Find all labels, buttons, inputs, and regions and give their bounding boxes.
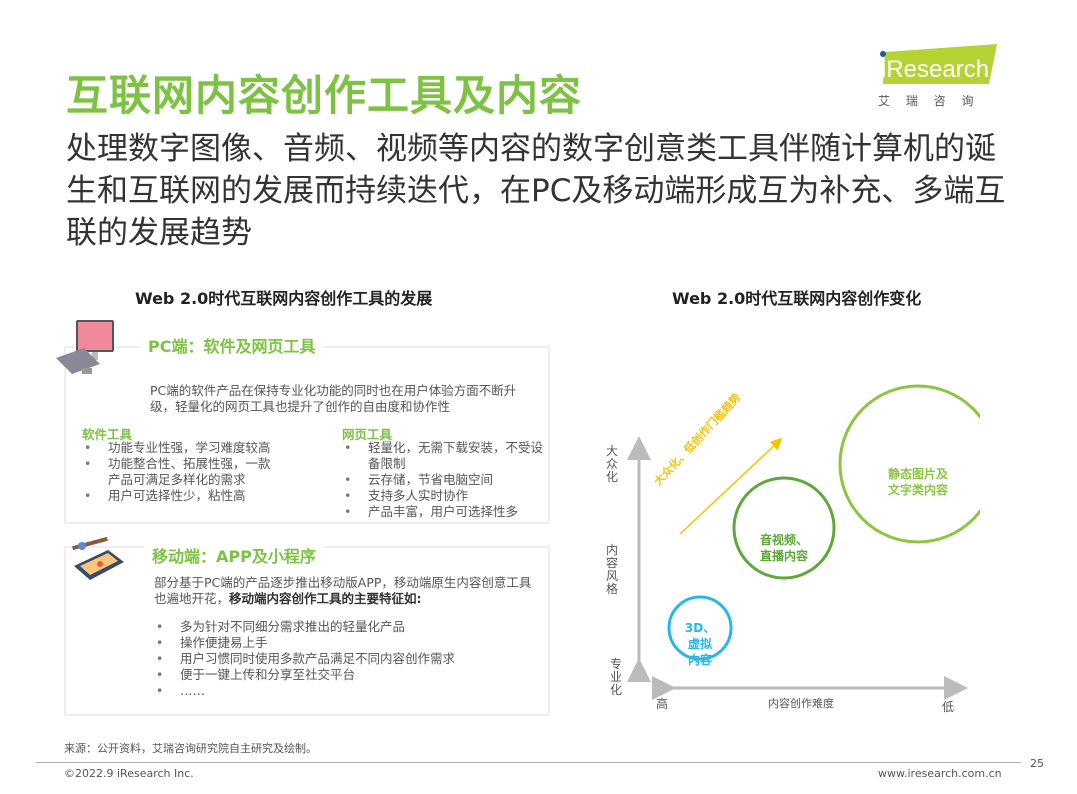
iresearch-logo: iResearch — [877, 44, 997, 84]
list-item: 轻量化，无需下载安装，不受设备限制 — [342, 440, 547, 472]
page-title: 互联网内容创作工具及内容 — [66, 71, 583, 120]
list-item: 产品丰富，用户可选择性多 — [342, 504, 547, 520]
list-item: …… — [154, 683, 539, 699]
bubble-static — [838, 384, 980, 544]
mobile-list: 多为针对不同细分需求推出的轻量化产品 操作便捷易上手 用户习惯同时使用多款产品满… — [154, 619, 539, 699]
bubble-3d — [667, 595, 733, 661]
mobile-title: 移动端：APP及小程序 — [144, 543, 324, 567]
list-item: 多为针对不同细分需求推出的轻量化产品 — [154, 619, 539, 635]
web-list: 轻量化，无需下载安装，不受设备限制 云存储，节省电脑空间 支持多人实时协作 产品… — [342, 440, 547, 520]
website-link[interactable]: www.iresearch.com.cn — [878, 767, 1002, 780]
list-item: 操作便捷易上手 — [154, 635, 539, 651]
trend-arrow — [679, 437, 783, 535]
software-list: 功能专业性强，学习难度较高 功能整合性、拓展性强，一款产品可满足多样化的需求 用… — [82, 440, 282, 504]
y-top-label: 大众化 — [606, 444, 619, 484]
left-heading: Web 2.0时代互联网内容创作工具的发展 — [135, 289, 433, 308]
bubble-video — [732, 476, 836, 580]
x-right-label: 低 — [942, 700, 955, 714]
bubble-label: 内容 — [687, 653, 712, 667]
x-mid-label: 内容创作难度 — [768, 697, 834, 710]
list-item: 用户习惯同时使用多款产品满足不同内容创作需求 — [154, 651, 539, 667]
list-item: 云存储，节省电脑空间 — [342, 472, 547, 488]
right-heading: Web 2.0时代互联网内容创作变化 — [672, 289, 922, 308]
copyright: ©2022.9 iResearch Inc. — [64, 767, 194, 780]
list-item: 支持多人实时协作 — [342, 488, 547, 504]
mobile-desc-text: 部分基于PC端的产品逐步推出移动版APP，移动端原生内容创意工具也遍地开花， — [154, 575, 532, 606]
mobile-desc-bold: 移动端内容创作工具的主要特征如: — [229, 591, 422, 606]
page-subtitle: 处理数字图像、音频、视频等内容的数字创意类工具伴随计算机的诞生和互联网的发展而持… — [66, 131, 1006, 251]
mobile-phone-icon — [68, 536, 130, 586]
pc-title: PC端：软件及网页工具 — [140, 333, 324, 357]
y-bottom-label: 专业化 — [610, 657, 623, 697]
web-label: 网页工具 — [342, 427, 393, 442]
bubble-label: 静态图片及 — [887, 467, 948, 481]
bubble-label: 音视频、 — [759, 533, 808, 547]
list-item: 功能整合性、拓展性强，一款产品可满足多样化的需求 — [82, 456, 282, 488]
bubble-label: 3D、 — [684, 621, 716, 635]
list-item: 功能专业性强，学习难度较高 — [82, 440, 282, 456]
logo-shape-icon: iResearch — [880, 44, 997, 84]
pc-desc: PC端的软件产品在保持专业化功能的同时也在用户体验方面不断升级，轻量化的网页工具… — [150, 383, 517, 414]
bubble-label: 虚拟 — [687, 637, 712, 651]
computer-icon — [54, 318, 119, 380]
logo-cn-text: 艾 瑞 咨 询 — [878, 94, 980, 108]
footer-divider — [36, 762, 1021, 763]
bubble-static-label: 静态图片及文字类内容 — [868, 466, 968, 498]
y-mid-label: 内容风格 — [606, 543, 619, 596]
source-note: 来源：公开资料，艾瑞咨询研究院自主研究及绘制。 — [64, 742, 317, 755]
x-left-label: 高 — [656, 697, 669, 711]
content-diagram — [627, 384, 980, 700]
bubble-label: 直播内容 — [759, 549, 808, 563]
page-number: 25 — [1030, 757, 1044, 770]
bubble-video-label: 音视频、 直播内容 — [744, 532, 824, 564]
list-item: 用户可选择性少，粘性高 — [82, 488, 282, 504]
bubble-3d-label: 3D、虚拟内容 — [670, 620, 730, 668]
software-label: 软件工具 — [82, 427, 133, 442]
list-item: 便于一键上传和分享至社交平台 — [154, 667, 539, 683]
bubble-label: 文字类内容 — [887, 483, 948, 497]
svg-text:iResearch: iResearch — [881, 56, 989, 83]
mobile-desc: 部分基于PC端的产品逐步推出移动版APP，移动端原生内容创意工具也遍地开花，移动… — [154, 575, 539, 607]
